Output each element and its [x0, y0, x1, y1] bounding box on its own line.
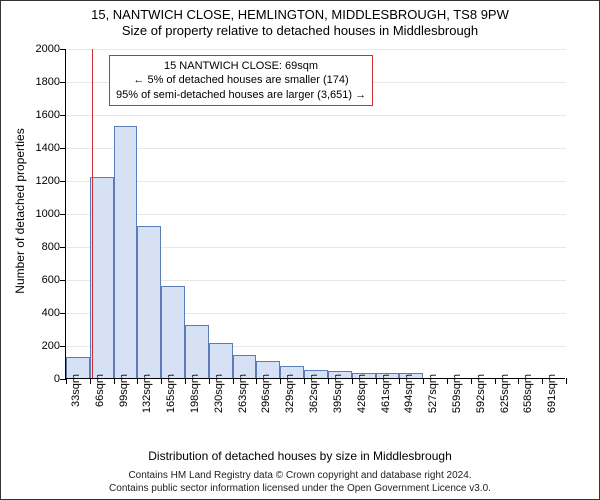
x-tick-label: 165sqm — [165, 374, 177, 413]
histogram-bar — [114, 126, 138, 378]
y-tick-label: 1200 — [24, 175, 60, 187]
y-tick — [60, 49, 66, 50]
annotation-line-2: ← 5% of detached houses are smaller (174… — [116, 73, 366, 87]
y-tick-label: 800 — [24, 241, 60, 253]
x-tick-label: 33sqm — [70, 374, 82, 407]
x-tick-label: 362sqm — [308, 374, 320, 413]
y-tick-label: 0 — [24, 373, 60, 385]
title-block: 15, NANTWICH CLOSE, HEMLINGTON, MIDDLESB… — [1, 1, 599, 40]
x-tick — [376, 378, 377, 384]
y-tick — [60, 115, 66, 116]
x-tick — [542, 378, 543, 384]
x-tick — [304, 378, 305, 384]
x-tick-label: 461sqm — [380, 374, 392, 413]
y-tick-label: 2000 — [24, 43, 60, 55]
gridline — [66, 49, 566, 50]
x-axis-title: Distribution of detached houses by size … — [1, 449, 599, 463]
x-tick-label: 592sqm — [475, 374, 487, 413]
x-tick-label: 198sqm — [189, 374, 201, 413]
y-tick — [60, 313, 66, 314]
x-tick — [209, 378, 210, 384]
x-tick — [137, 378, 138, 384]
x-tick-label: 658sqm — [522, 374, 534, 413]
y-tick — [60, 346, 66, 347]
y-tick — [60, 280, 66, 281]
footer-line-2: Contains public sector information licen… — [1, 483, 599, 496]
y-tick-label: 600 — [24, 274, 60, 286]
x-tick — [185, 378, 186, 384]
x-tick-label: 296sqm — [260, 374, 272, 413]
histogram-bar — [161, 286, 185, 378]
x-tick — [423, 378, 424, 384]
x-tick — [90, 378, 91, 384]
footer-line-1: Contains HM Land Registry data © Crown c… — [1, 470, 599, 483]
footer-attribution: Contains HM Land Registry data © Crown c… — [1, 470, 599, 495]
y-tick-label: 1800 — [24, 76, 60, 88]
histogram-bar — [137, 226, 161, 378]
x-tick — [233, 378, 234, 384]
x-tick-label: 230sqm — [213, 374, 225, 413]
chart-page: 15, NANTWICH CLOSE, HEMLINGTON, MIDDLESB… — [0, 0, 600, 500]
x-tick-label: 329sqm — [284, 374, 296, 413]
x-tick — [114, 378, 115, 384]
x-tick-label: 527sqm — [427, 374, 439, 413]
y-tick-label: 1400 — [24, 142, 60, 154]
x-tick-label: 395sqm — [332, 374, 344, 413]
x-tick-label: 559sqm — [451, 374, 463, 413]
y-tick — [60, 181, 66, 182]
gridline — [66, 214, 566, 215]
histogram-bar — [209, 343, 233, 378]
x-tick — [256, 378, 257, 384]
reference-line — [92, 49, 93, 378]
annotation-box: 15 NANTWICH CLOSE: 69sqm ← 5% of detache… — [109, 55, 373, 106]
gridline — [66, 115, 566, 116]
x-tick-label: 66sqm — [94, 374, 106, 407]
annotation-line-3: 95% of semi-detached houses are larger (… — [116, 88, 366, 102]
y-tick-label: 1000 — [24, 208, 60, 220]
plot-area: 020040060080010001200140016001800200033s… — [65, 49, 565, 379]
y-tick — [60, 214, 66, 215]
x-tick — [328, 378, 329, 384]
x-tick — [518, 378, 519, 384]
x-tick-label: 263sqm — [237, 374, 249, 413]
y-tick-label: 200 — [24, 340, 60, 352]
x-tick-label: 132sqm — [141, 374, 153, 413]
y-tick — [60, 82, 66, 83]
title-line-2: Size of property relative to detached ho… — [1, 23, 599, 39]
x-tick — [161, 378, 162, 384]
x-tick-label: 625sqm — [499, 374, 511, 413]
y-tick-label: 400 — [24, 307, 60, 319]
y-tick — [60, 247, 66, 248]
histogram-bar — [185, 325, 209, 378]
x-tick — [399, 378, 400, 384]
annotation-line-1: 15 NANTWICH CLOSE: 69sqm — [116, 59, 366, 73]
y-tick-label: 1600 — [24, 109, 60, 121]
x-tick — [495, 378, 496, 384]
x-tick — [280, 378, 281, 384]
x-tick — [352, 378, 353, 384]
x-tick-label: 428sqm — [356, 374, 368, 413]
histogram-bar — [90, 177, 114, 378]
x-tick — [447, 378, 448, 384]
x-tick — [471, 378, 472, 384]
gridline — [66, 148, 566, 149]
title-line-1: 15, NANTWICH CLOSE, HEMLINGTON, MIDDLESB… — [1, 7, 599, 23]
x-tick-label: 99sqm — [118, 374, 130, 407]
x-tick — [66, 378, 67, 384]
y-tick — [60, 148, 66, 149]
x-tick-label: 691sqm — [546, 374, 558, 413]
x-tick-label: 494sqm — [403, 374, 415, 413]
gridline — [66, 181, 566, 182]
x-tick — [566, 378, 567, 384]
